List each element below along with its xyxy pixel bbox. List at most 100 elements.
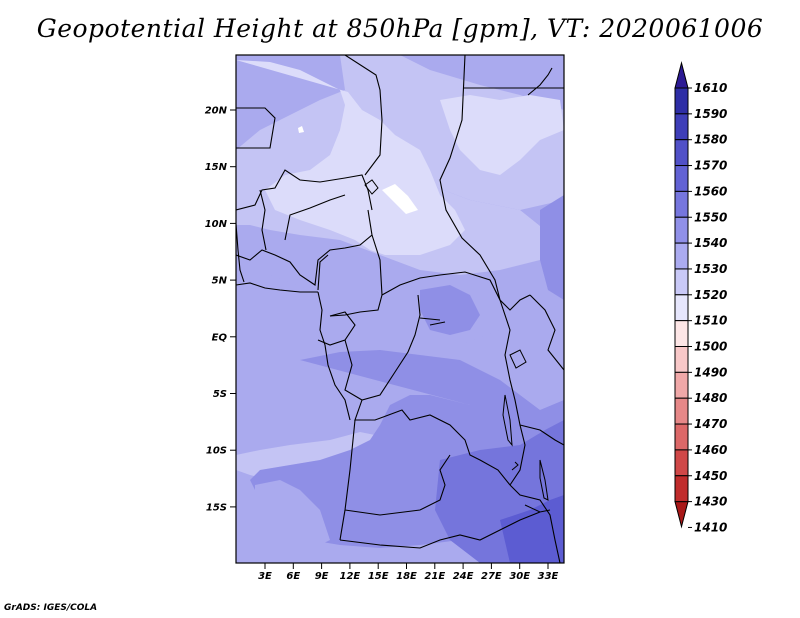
colorbar-box <box>674 113 689 141</box>
border-zambia-zimbabwe <box>339 511 541 549</box>
colorbar-label: 1460 <box>694 443 727 457</box>
lon-label: 3E <box>258 571 272 582</box>
lakes <box>364 179 551 513</box>
lat-label: 15S <box>206 502 227 513</box>
lake-chad <box>364 179 379 195</box>
colorbar-label: 1490 <box>694 365 727 379</box>
lon-label: 6E <box>286 571 300 582</box>
map-frame <box>235 54 565 564</box>
colorbar-label: 1570 <box>694 159 727 173</box>
country-borders <box>236 55 564 563</box>
colorbar-label: 1520 <box>694 288 727 302</box>
border-togo-benin <box>317 254 329 291</box>
border-burkina <box>284 194 346 241</box>
credit-text: GrADS: IGES/COLA <box>4 603 98 613</box>
colorbar-box <box>674 449 689 477</box>
border-sahel <box>236 169 373 211</box>
colorbar-box <box>674 87 689 115</box>
field-corner-1570 <box>540 540 564 563</box>
colorbar-label: 1580 <box>694 133 727 147</box>
colorbar-box <box>674 165 689 192</box>
colorbar-box <box>674 216 689 244</box>
lon-label: 24E <box>453 571 474 582</box>
border-malawi-mozambique <box>509 484 561 563</box>
border-guinea <box>259 189 267 251</box>
colorbar-label: 1560 <box>694 184 727 198</box>
lake-tanganyika <box>502 394 513 447</box>
longitude-axis: 3E 6E 9E 12E 15E 18E 21E 24E 27E 30E 33E <box>258 563 559 582</box>
field-east-1520 <box>440 95 564 175</box>
field-east-edge-1550 <box>540 195 564 300</box>
colorbar-box <box>674 320 689 347</box>
colorbar-label: 1550 <box>694 210 727 224</box>
colorbar-box <box>674 268 689 296</box>
field-namibia-1540 <box>255 480 330 560</box>
colorbar-box <box>674 346 689 373</box>
colorbar-box <box>674 397 689 425</box>
lat-label: 15N <box>205 162 228 173</box>
lake-kariba <box>524 504 551 513</box>
colorbar-label: 1470 <box>694 417 727 431</box>
lat-label: 10S <box>206 446 227 457</box>
colorbar-box <box>674 371 689 399</box>
colorbar-label: 1500 <box>694 340 727 354</box>
lon-label: 21E <box>424 571 445 582</box>
lat-label: 10N <box>205 219 228 230</box>
lat-label: 20N <box>205 106 228 117</box>
lat-label: 5N <box>212 276 228 287</box>
field-congo-1550 <box>420 285 480 335</box>
coast-red-sea <box>527 67 553 96</box>
border-uganda-kenya <box>529 294 564 371</box>
border-cameroon <box>329 234 383 317</box>
lat-label: 5S <box>213 389 227 400</box>
border-tanzania <box>519 424 564 446</box>
coast-west <box>236 223 245 283</box>
lon-label: 12E <box>340 571 361 582</box>
lon-label: 30E <box>509 571 530 582</box>
border-drc-south <box>354 399 511 486</box>
colorbar-label: 1510 <box>694 314 727 328</box>
border-chad-sudan <box>439 55 501 301</box>
colorbar-label: 1540 <box>694 236 727 250</box>
border-niger-algeria <box>344 55 383 176</box>
border-car <box>381 271 531 311</box>
field-spot-1510 <box>298 126 304 133</box>
colorbar-box <box>674 475 689 503</box>
border-angola-south <box>344 454 451 516</box>
colorbar-box <box>674 190 689 218</box>
coast-gulf-of-guinea <box>236 282 318 293</box>
lon-label: 33E <box>538 571 559 582</box>
latitude-axis: 20N 15N 10N 5N EQ 5S 10S 15S <box>205 106 236 513</box>
colorbar-label: 1450 <box>694 469 727 483</box>
colorbar-bottom-arrow <box>674 501 689 529</box>
lake-malawi <box>539 459 549 501</box>
coast-west-central <box>317 291 351 421</box>
colorbar-label: 1590 <box>694 107 727 121</box>
border-angola-west <box>339 419 356 541</box>
colorbar-box <box>674 139 689 167</box>
lat-label: EQ <box>212 332 228 343</box>
lake-victoria <box>509 349 527 369</box>
colorbar-label: 1530 <box>694 262 727 276</box>
field-north-1530 <box>236 55 564 210</box>
border-west-africa <box>236 209 373 286</box>
colorbar-box <box>674 242 689 270</box>
colorbar-label: 1430 <box>694 495 727 509</box>
colorbar-label: 1410 <box>694 520 727 534</box>
geopotential-field <box>236 55 564 563</box>
lon-label: 15E <box>368 571 389 582</box>
lon-label: 9E <box>315 571 329 582</box>
border-congo <box>344 294 421 401</box>
chart-title: Geopotential Height at 850hPa [gpm], VT:… <box>36 14 764 43</box>
border-east-congo <box>499 299 526 486</box>
lon-label: 27E <box>481 571 502 582</box>
colorbar: 1610 1590 1580 1570 1560 1550 1540 1530 1520 1510… <box>674 61 727 534</box>
river-congo <box>419 317 446 326</box>
colorbar-box <box>674 423 689 451</box>
field-lake-chad-1510 <box>382 184 418 214</box>
lake-mweru <box>511 461 519 471</box>
border-mauritania <box>236 107 276 149</box>
colorbar-top-arrow <box>674 61 689 89</box>
colorbar-label: 1610 <box>694 81 727 95</box>
